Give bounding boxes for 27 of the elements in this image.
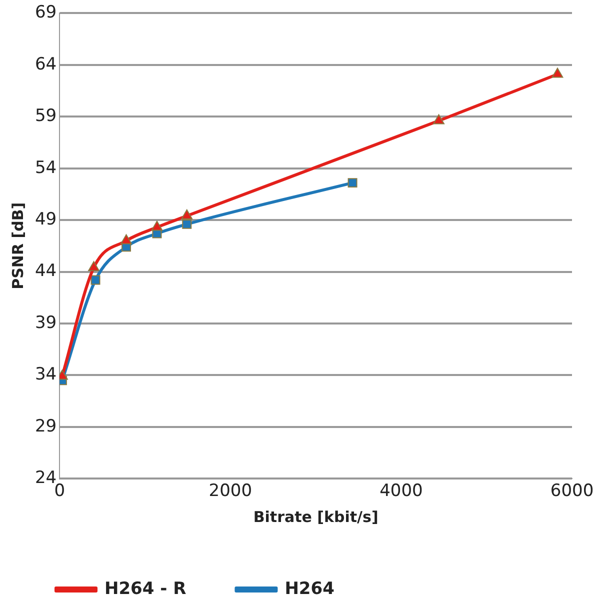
y-tick-label: 64 [34,54,57,74]
point [181,209,193,220]
x-tick-label: 0 [54,481,66,502]
y-axis-title: PSNR [dB] [8,202,27,290]
point [120,234,132,244]
y-tick-label: 34 [34,364,57,385]
point [151,220,163,231]
x-tick-label: 6000 [550,481,594,502]
x-tick-label: 2000 [208,481,252,502]
y-tick-label: 59 [34,106,57,126]
point [88,261,100,272]
y-tick-label: 29 [34,416,57,436]
point [90,275,100,285]
point [348,178,358,188]
x-tick-label: 4000 [380,481,423,502]
y-tick-label: 49 [34,209,57,230]
legend-label: H264 [284,578,335,599]
point [433,114,444,124]
legend-label: H264 - R [104,578,186,599]
point [552,68,564,78]
x-axis-title: Bitrate [kbit/s] [253,508,378,526]
point [182,219,192,229]
y-tick-label: 39 [34,312,57,333]
y-tick-label: 24 [34,468,57,488]
y-tick-label: 54 [34,158,57,178]
y-tick-label: 69 [34,2,57,23]
y-tick-label: 44 [34,261,57,282]
